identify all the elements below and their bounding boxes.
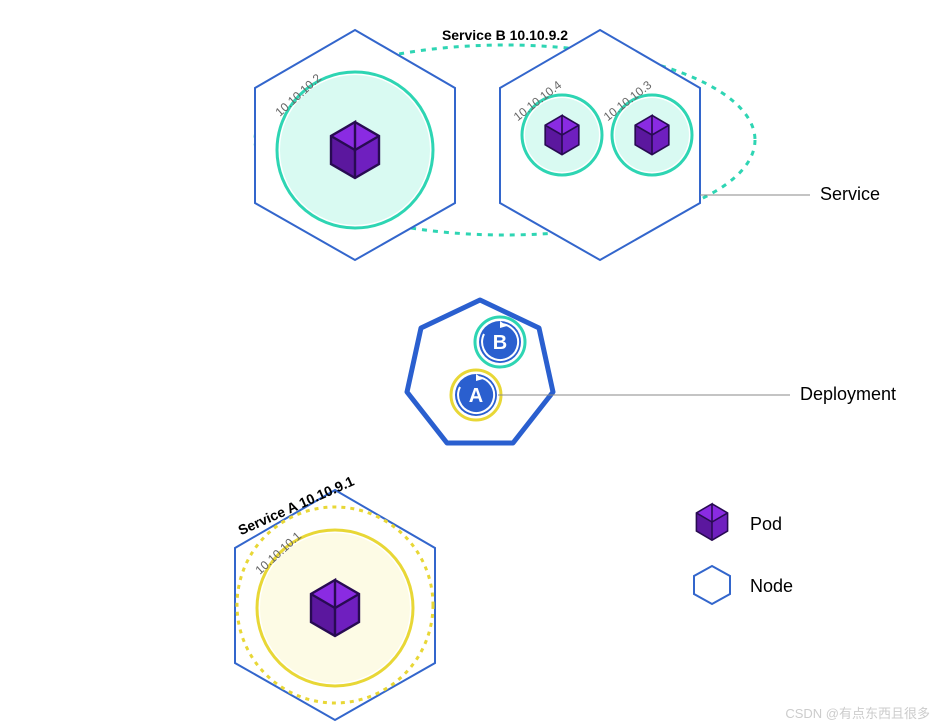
legend-node-label: Node	[750, 576, 793, 596]
legend-node-icon	[694, 566, 730, 604]
service-b-title: Service B 10.10.9.2	[442, 27, 568, 43]
legend-pod-icon	[696, 504, 727, 540]
deployment-a-letter: A	[469, 385, 483, 407]
callout-service-label: Service	[820, 184, 880, 204]
deployment-b-letter: B	[493, 332, 507, 354]
watermark: CSDN @有点东西且很多	[785, 706, 930, 721]
callout-deployment-label: Deployment	[800, 384, 896, 404]
legend-pod-label: Pod	[750, 514, 782, 534]
